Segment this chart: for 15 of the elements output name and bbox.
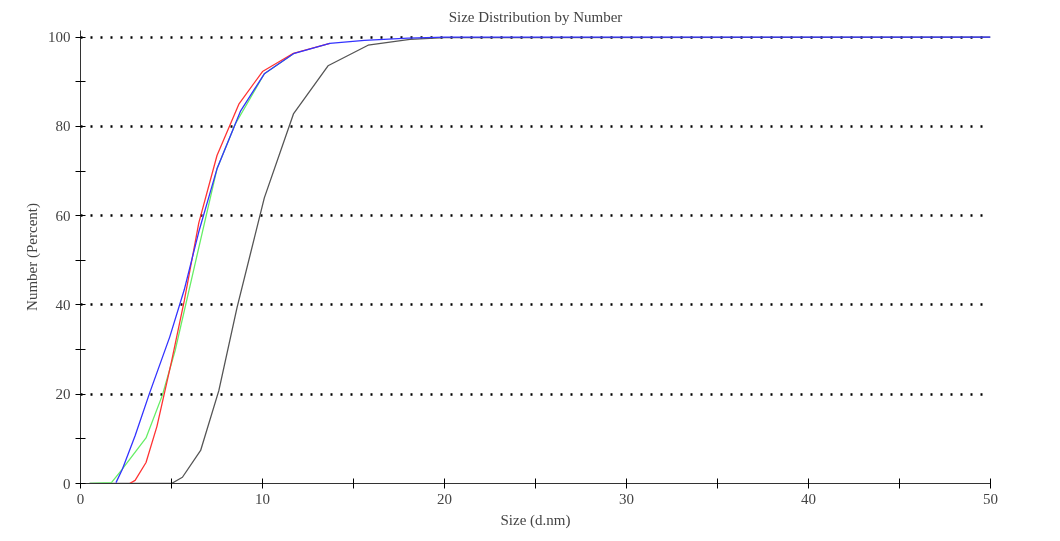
- x-tick-label: 10: [255, 490, 270, 507]
- y-tick-label: 0: [63, 475, 71, 492]
- y-tick-label: 80: [55, 118, 71, 135]
- x-axis-title: Size (d.nm): [500, 511, 571, 529]
- x-tick-label: 50: [983, 490, 998, 507]
- x-tick-label: 0: [76, 490, 85, 507]
- y-tick-label: 20: [55, 386, 71, 403]
- x-tick-label: 30: [619, 490, 634, 507]
- x-tick-label: 20: [437, 490, 452, 507]
- chart-title: Size Distribution by Number: [448, 8, 623, 25]
- y-tick-label: 60: [55, 207, 71, 224]
- y-tick-label: 40: [55, 296, 71, 313]
- y-axis-title: Number (Percent): [24, 203, 41, 311]
- y-tick-label: 100: [48, 29, 71, 46]
- x-tick-label: 40: [801, 490, 816, 507]
